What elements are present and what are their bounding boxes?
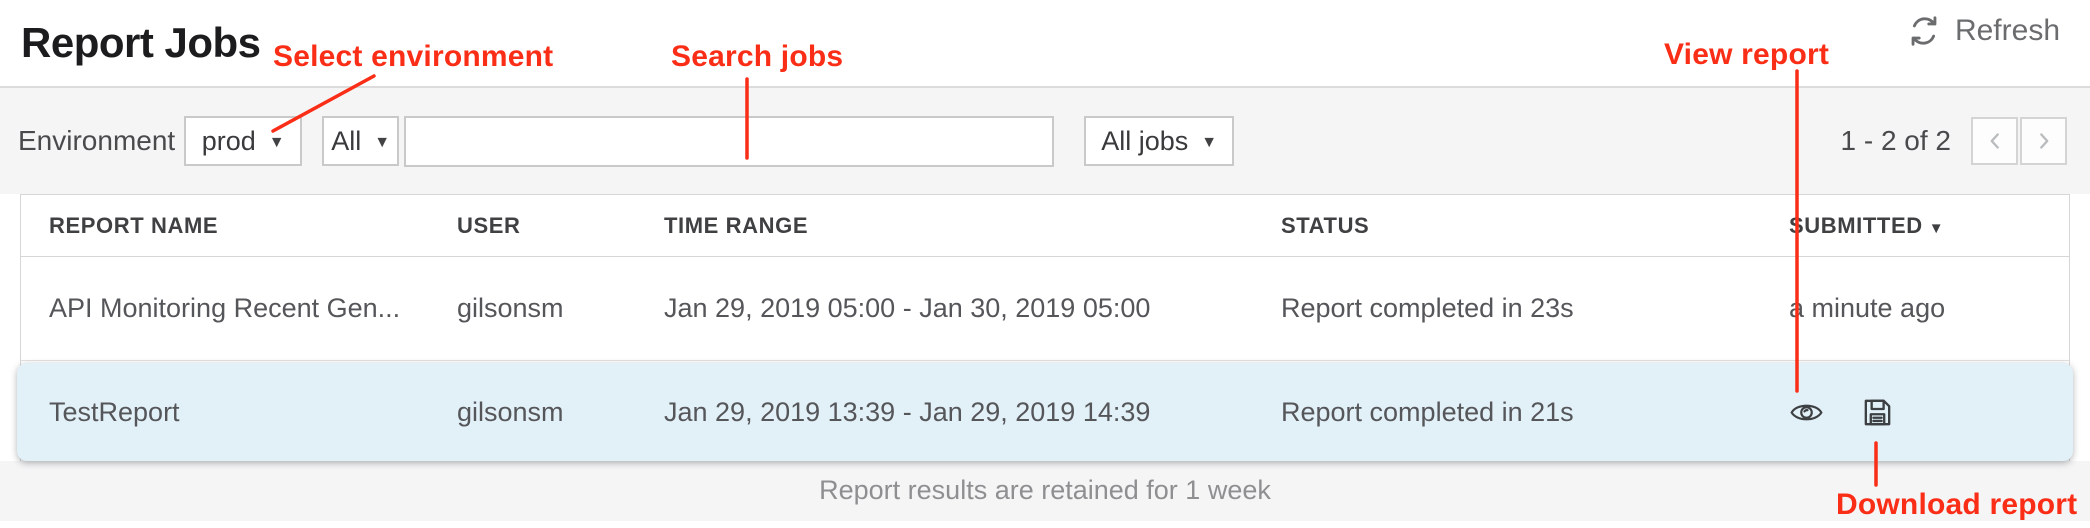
annotation-select-environment: Select environment — [273, 40, 554, 73]
refresh-button[interactable]: Refresh — [1906, 13, 2060, 49]
report-jobs-table: REPORT NAME USER TIME RANGE STATUS SUBMI… — [17, 194, 2073, 461]
view-report-button[interactable] — [1789, 395, 1824, 430]
page-title: Report Jobs — [21, 19, 261, 66]
cell-status: Report completed in 23s — [1281, 293, 1574, 323]
environment-label: Environment — [18, 125, 176, 156]
refresh-label: Refresh — [1954, 14, 2060, 47]
chevron-down-icon: ▼ — [1201, 133, 1218, 151]
annotation-download-report: Download report — [1836, 488, 2078, 521]
chevron-down-icon: ▼ — [268, 133, 285, 151]
chevron-left-icon — [1982, 128, 2008, 154]
next-page-button[interactable] — [2020, 117, 2067, 165]
toolbar: Environment prod ▼ All ▼ All jobs ▼ 1 - … — [0, 88, 2090, 194]
pagination-range: 1 - 2 of 2 — [1840, 125, 1951, 156]
column-header-status[interactable]: STATUS — [1281, 212, 1370, 238]
cell-time-range: Jan 29, 2019 13:39 - Jan 29, 2019 14:39 — [664, 396, 1151, 427]
cell-status: Report completed in 21s — [1281, 396, 1574, 427]
cell-report-name: TestReport — [49, 396, 180, 427]
chevron-down-icon: ▼ — [374, 133, 391, 151]
eye-icon — [1789, 395, 1824, 430]
refresh-icon — [1906, 13, 1942, 49]
environment-value: prod — [201, 125, 256, 156]
search-scope-value: All — [331, 125, 362, 156]
table-row-selected[interactable]: TestReport gilsonsm Jan 29, 2019 13:39 -… — [17, 363, 2073, 461]
search-scope-select[interactable]: All ▼ — [322, 116, 400, 166]
jobs-filter-select[interactable]: All jobs ▼ — [1084, 116, 1235, 166]
annotation-view-report: View report — [1664, 38, 1830, 71]
jobs-filter-value: All jobs — [1101, 125, 1189, 156]
page-header: Report Jobs Refresh — [0, 0, 2090, 88]
table-row[interactable]: API Monitoring Recent Gen... gilsonsm Ja… — [21, 257, 2069, 361]
prev-page-button[interactable] — [1971, 117, 2018, 165]
search-input[interactable] — [404, 115, 1055, 167]
save-icon — [1860, 395, 1895, 430]
cell-actions — [1789, 395, 2069, 430]
column-header-submitted[interactable]: SUBMITTED ▼ — [1789, 212, 1945, 238]
chevron-right-icon — [2031, 128, 2057, 154]
column-header-user[interactable]: USER — [457, 212, 521, 238]
table-header-row: REPORT NAME USER TIME RANGE STATUS SUBMI… — [21, 195, 2069, 257]
cell-report-name: API Monitoring Recent Gen... — [49, 293, 401, 323]
column-header-time-range[interactable]: TIME RANGE — [664, 212, 809, 238]
column-header-report-name[interactable]: REPORT NAME — [49, 212, 219, 238]
cell-submitted: a minute ago — [1789, 293, 1946, 323]
cell-time-range: Jan 29, 2019 05:00 - Jan 30, 2019 05:00 — [664, 293, 1151, 323]
annotation-search-jobs: Search jobs — [671, 40, 844, 73]
sort-descending-icon: ▼ — [1928, 219, 1945, 237]
cell-user: gilsonsm — [457, 293, 564, 323]
retention-note: Report results are retained for 1 week — [0, 461, 2090, 521]
environment-select[interactable]: prod ▼ — [184, 116, 303, 166]
pagination: 1 - 2 of 2 — [1840, 117, 2067, 165]
download-report-button[interactable] — [1860, 395, 1895, 430]
cell-user: gilsonsm — [457, 396, 564, 427]
